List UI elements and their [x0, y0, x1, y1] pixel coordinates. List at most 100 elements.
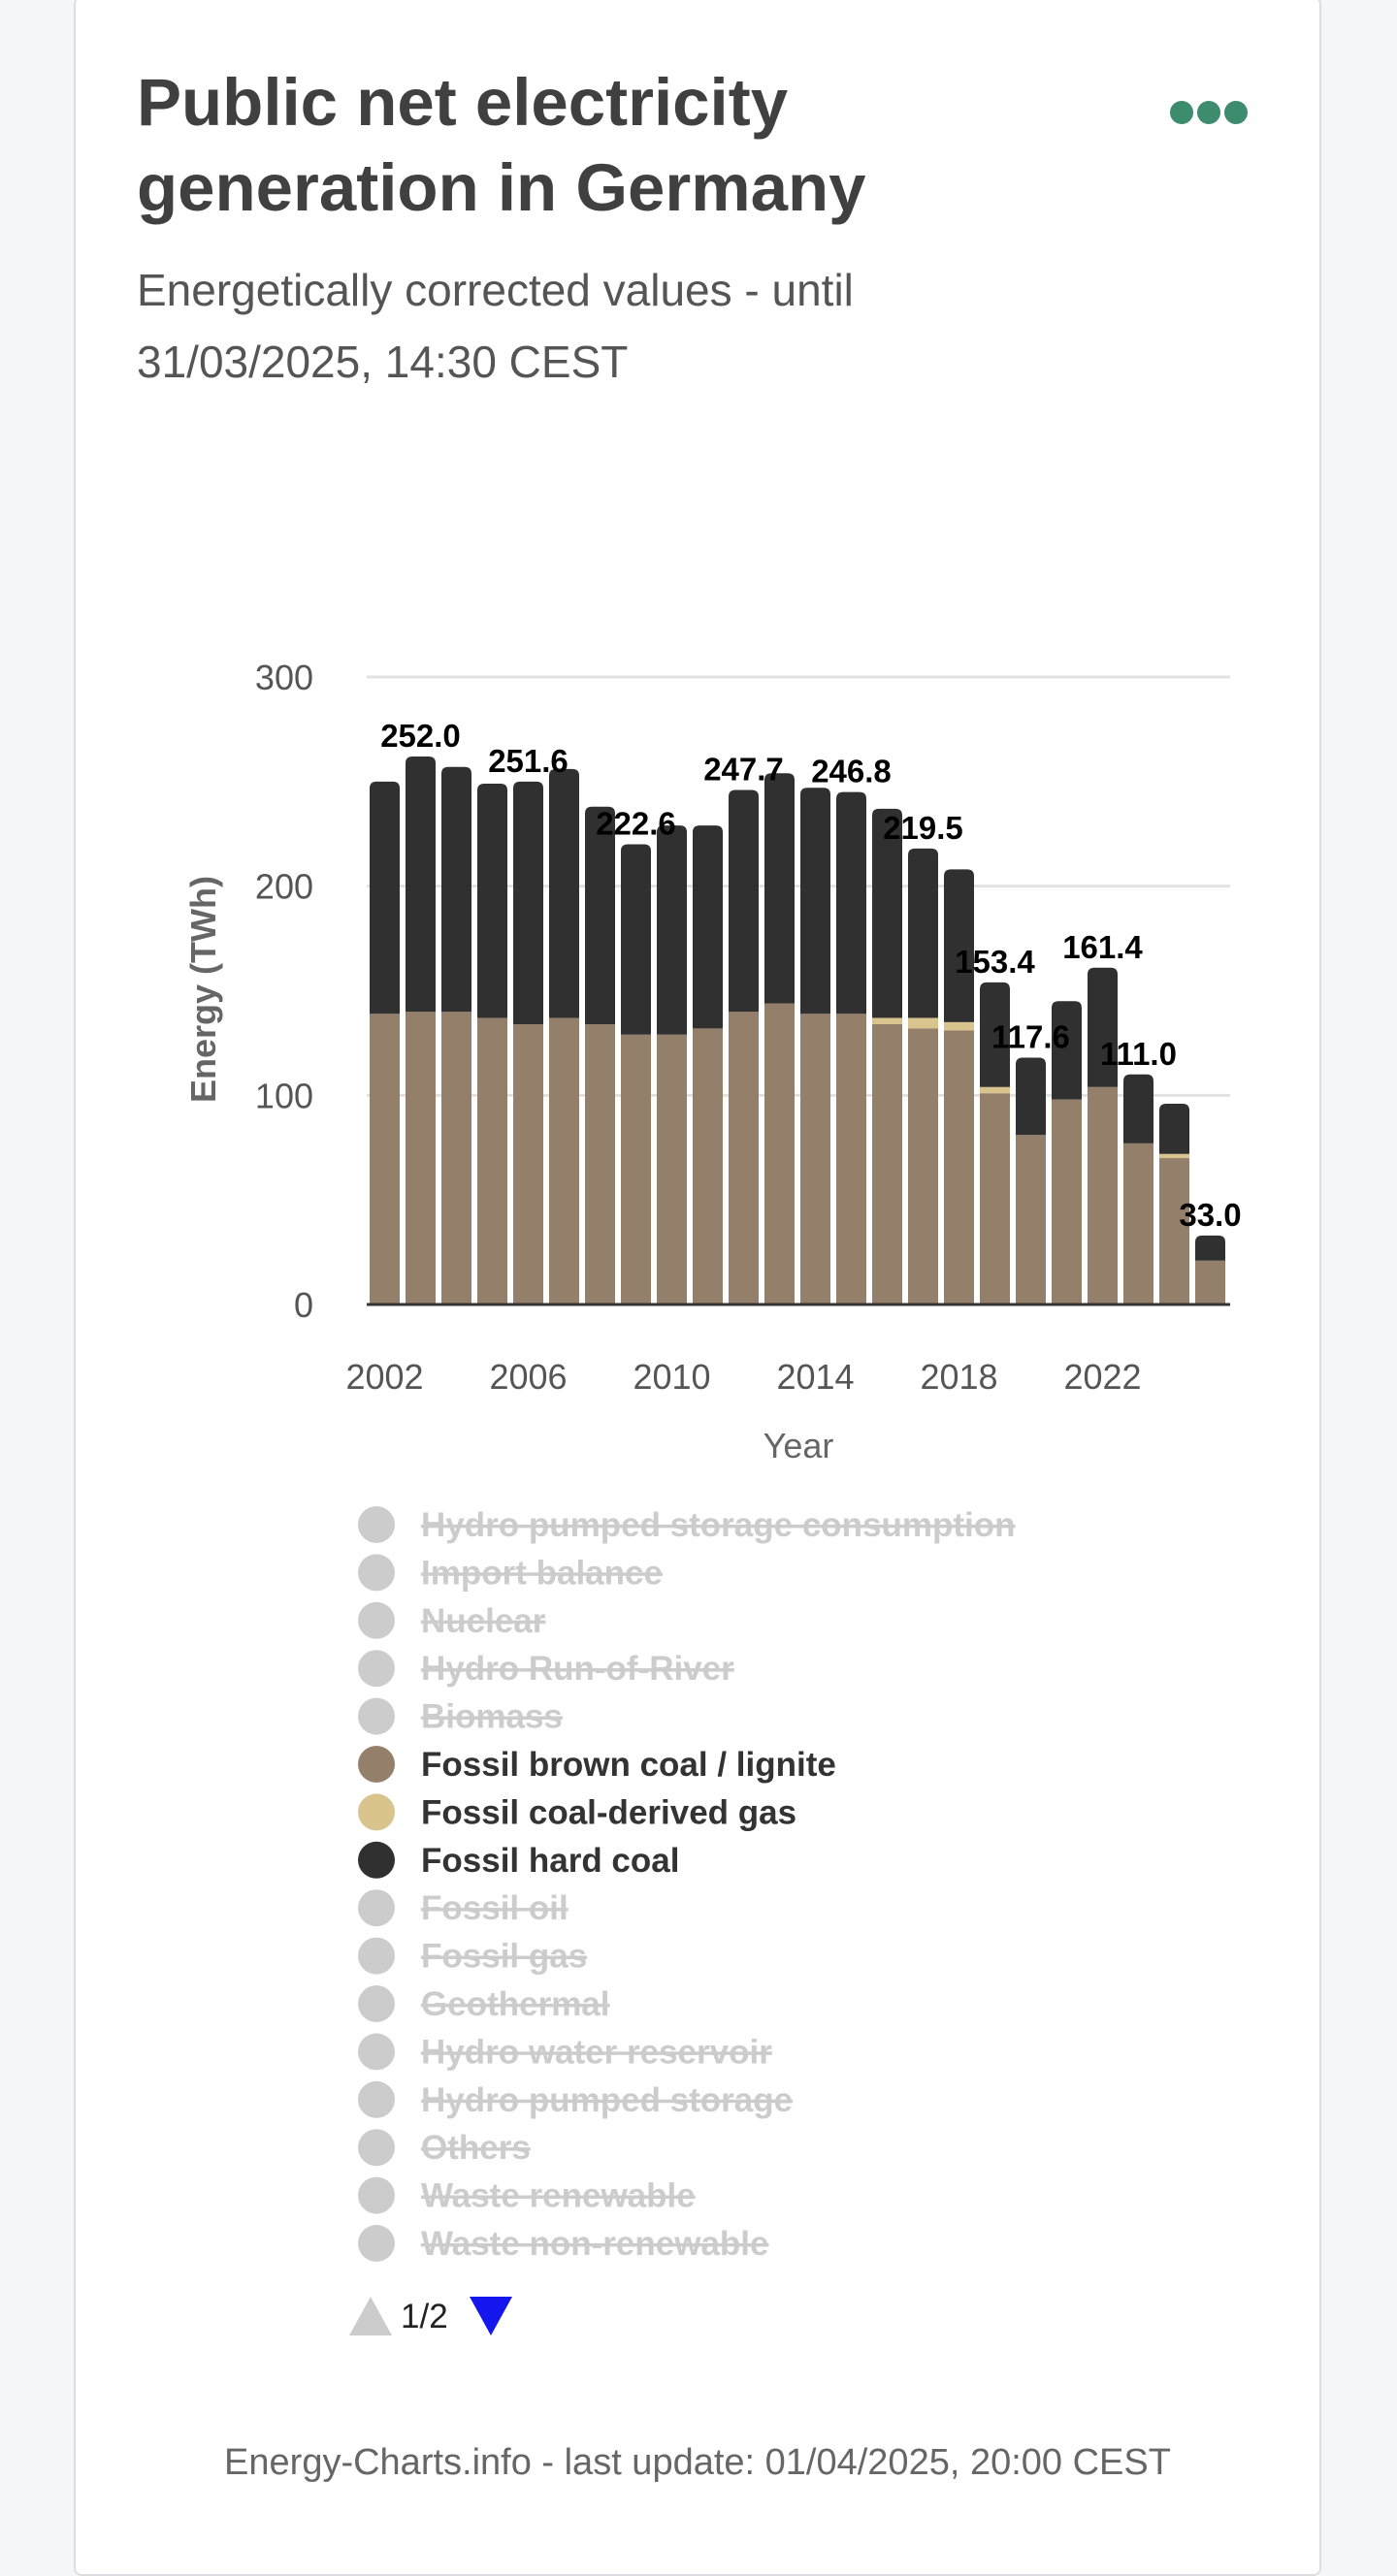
legend-item[interactable]: Fossil oil: [358, 1889, 569, 1927]
legend-label: Nuclear: [421, 1602, 546, 1640]
legend-swatch: [358, 2176, 395, 2214]
legend-swatch: [358, 2080, 395, 2118]
bar-segment: [441, 1012, 471, 1304]
bar-segment: [1159, 1158, 1189, 1304]
legend-item[interactable]: Geothermal: [358, 1985, 610, 2023]
bar-segment: [980, 1086, 1010, 1094]
bar-segment: [621, 1034, 651, 1304]
bar-segment: [1088, 967, 1118, 1087]
bar-segment: [872, 1024, 902, 1304]
data-label: 251.6: [488, 743, 569, 779]
legend-label: Hydro water reservoir: [421, 2033, 772, 2071]
legend-item[interactable]: Biomass: [358, 1697, 563, 1736]
legend-item[interactable]: Others: [358, 2129, 531, 2167]
legend-swatch: [358, 1697, 395, 1735]
legend-swatch: [358, 1793, 395, 1831]
bar-segment: [477, 783, 507, 1018]
data-label: 161.4: [1062, 929, 1143, 965]
bar-segment: [406, 756, 436, 1013]
data-label: 246.8: [811, 754, 892, 789]
x-tick-label: 2014: [776, 1357, 854, 1397]
bar-segment: [621, 844, 651, 1035]
legend-label: Hydro pumped storage: [421, 2081, 793, 2119]
y-tick-label: 200: [255, 867, 313, 907]
legend-swatch: [358, 1841, 395, 1879]
bar-segment: [1016, 1057, 1046, 1136]
legend-item[interactable]: Fossil hard coal: [358, 1841, 679, 1880]
triangle-up-icon[interactable]: [349, 2297, 392, 2335]
data-label: 33.0: [1179, 1197, 1241, 1233]
x-tick-label: 2010: [633, 1357, 710, 1397]
legend-page-indicator: 1/2: [401, 2298, 448, 2335]
bar-segment: [549, 1017, 579, 1304]
chart-subtitle: Energetically corrected values - until 3…: [137, 265, 854, 387]
bar-segment: [693, 1028, 723, 1304]
legend-item[interactable]: Import balance: [358, 1554, 663, 1592]
bar-segment: [1088, 1086, 1118, 1304]
data-label: 111.0: [1100, 1036, 1177, 1072]
bar-segment: [764, 773, 795, 1004]
legend-swatch: [358, 1506, 395, 1543]
x-tick-label: 2022: [1063, 1357, 1141, 1397]
bar-segment: [1052, 1001, 1082, 1100]
legend-label: Biomass: [421, 1698, 563, 1736]
y-axis-title: Energy (TWh): [183, 876, 223, 1103]
y-tick-label: 300: [255, 658, 313, 697]
bar-segment: [908, 1017, 938, 1029]
page-title: Public net electricity generation in Ger…: [137, 65, 866, 225]
legend-swatch: [358, 1985, 395, 2022]
legend-label: Fossil coal-derived gas: [421, 1793, 796, 1831]
bar-segment: [441, 766, 471, 1013]
legend-swatch: [358, 1889, 395, 1927]
legend-label: Fossil hard coal: [421, 1842, 679, 1880]
x-tick-label: 2006: [489, 1357, 567, 1397]
y-tick-label: 0: [294, 1285, 313, 1325]
bar-segment: [944, 1021, 974, 1031]
legend-swatch: [358, 1650, 395, 1688]
legend-item[interactable]: Hydro pumped storage: [358, 2080, 793, 2119]
legend-item[interactable]: Hydro water reservoir: [358, 2033, 772, 2071]
bar-segment: [1195, 1235, 1225, 1261]
legend-label: Others: [421, 2129, 531, 2167]
legend-item[interactable]: Hydro Run-of-River: [358, 1650, 734, 1688]
bar-segment: [836, 791, 866, 1014]
bar-segment: [1123, 1143, 1153, 1304]
data-label: 117.6: [991, 1019, 1070, 1055]
bar-segment: [872, 1017, 902, 1025]
bar-segment: [800, 1014, 830, 1304]
legend-item[interactable]: Waste non-renewable: [358, 2225, 769, 2263]
legend-item[interactable]: Nuclear: [358, 1601, 546, 1640]
legend-label: Geothermal: [421, 1985, 610, 2023]
bar-segment: [908, 848, 938, 1018]
bar-segment: [370, 1014, 400, 1304]
legend-swatch: [358, 1937, 395, 1975]
data-label: 252.0: [380, 718, 461, 754]
bar-segment: [406, 1012, 436, 1304]
bar-segment: [477, 1017, 507, 1304]
bar-segment: [944, 1030, 974, 1304]
legend-item[interactable]: Waste renewable: [358, 2176, 696, 2215]
legend-label: Fossil oil: [421, 1889, 569, 1927]
legend-item[interactable]: Fossil coal-derived gas: [358, 1793, 796, 1831]
bar-segment: [944, 869, 974, 1022]
bar-segment: [513, 1024, 543, 1304]
x-tick-label: 2018: [920, 1357, 997, 1397]
bar-segment: [980, 982, 1010, 1087]
bar-segment: [585, 1024, 615, 1304]
bar-segment: [693, 825, 723, 1029]
bar-segment: [370, 781, 400, 1014]
legend-swatch: [358, 1554, 395, 1592]
legend-swatch: [358, 2033, 395, 2071]
legend-item[interactable]: Hydro pumped storage consumption: [358, 1506, 1016, 1544]
triangle-down-icon[interactable]: [470, 2297, 512, 2335]
footer-credit: Energy-Charts.info - last update: 01/04/…: [224, 2442, 1171, 2483]
x-tick-label: 2002: [345, 1357, 423, 1397]
legend-item[interactable]: Fossil gas: [358, 1937, 587, 1976]
bar-segment: [980, 1093, 1010, 1304]
legend-label: Fossil brown coal / lignite: [421, 1746, 836, 1784]
bar-segment: [657, 1034, 687, 1304]
data-label: 153.4: [955, 944, 1035, 980]
data-label: 222.6: [596, 806, 676, 842]
ellipsis-icon[interactable]: [1170, 95, 1248, 130]
legend-item[interactable]: Fossil brown coal / lignite: [358, 1746, 836, 1784]
